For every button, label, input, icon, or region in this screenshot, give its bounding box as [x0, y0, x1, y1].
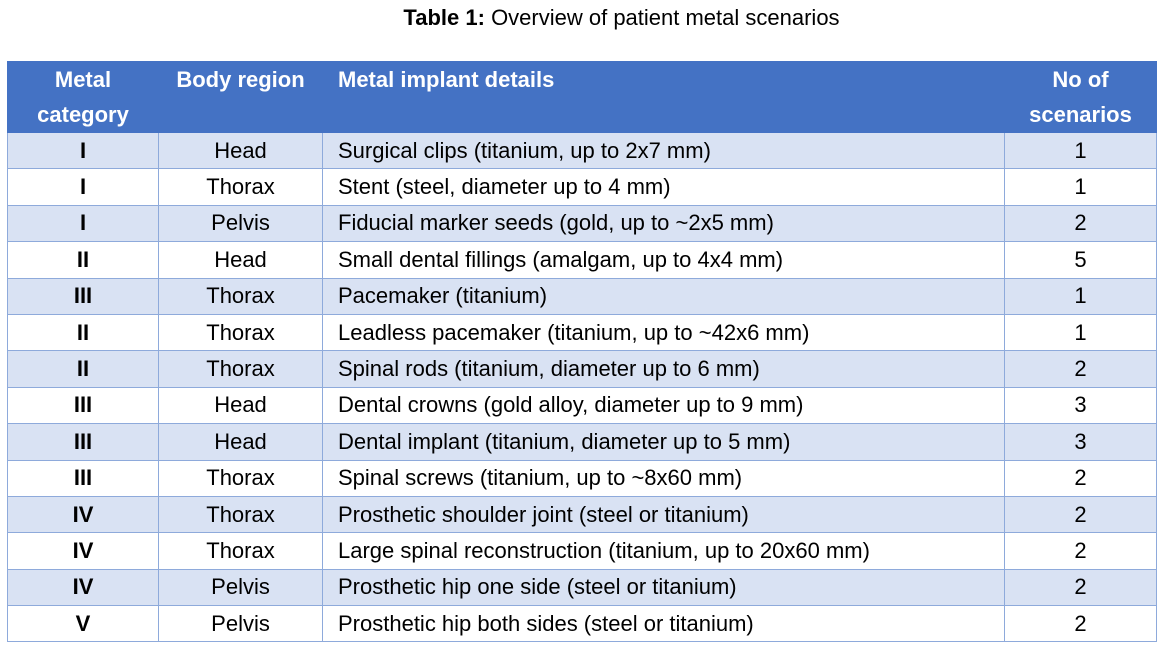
table-row: II Head Small dental fillings (amalgam, up… — [7, 241, 1157, 279]
cell-metal-category: III — [7, 423, 159, 461]
cell-body-region: Pelvis — [158, 568, 323, 607]
cell-scenario-count: 2 — [1004, 495, 1157, 534]
table-row: I Pelvis Fiducial marker seeds (gold, up t… — [7, 204, 1157, 243]
cell-scenario-count: 2 — [1004, 459, 1157, 497]
header-row: Metal category Body region Metal implant… — [7, 61, 1157, 133]
cell-metal-category: III — [7, 386, 159, 425]
cell-body-region: Head — [158, 131, 323, 170]
cell-body-region: Thorax — [158, 495, 323, 534]
table-row: IV Thorax Large spinal reconstruction (tit… — [7, 532, 1157, 570]
cell-metal-category: I — [7, 168, 159, 206]
cell-metal-category: I — [7, 204, 159, 243]
cell-metal-category: IV — [7, 568, 159, 607]
cell-implant-details: Prosthetic hip both sides (steel or tita… — [322, 605, 1005, 643]
cell-implant-details: Pacemaker (titanium) — [322, 277, 1005, 315]
caption-text: Overview of patient metal scenarios — [491, 5, 840, 30]
cell-implant-details: Leadless pacemaker (titanium, up to ~42x… — [322, 313, 1005, 352]
cell-scenario-count: 1 — [1004, 168, 1157, 206]
cell-metal-category: II — [7, 350, 159, 388]
table-header: Metal category Body region Metal implant… — [7, 61, 1157, 133]
cell-metal-category: II — [7, 313, 159, 352]
cell-metal-category: IV — [7, 495, 159, 534]
cell-scenario-count: 2 — [1004, 568, 1157, 607]
table-row: II Thorax Leadless pacemaker (titanium, up… — [7, 313, 1157, 352]
table-body: I Head Surgical clips (titanium, up to 2x7… — [7, 131, 1157, 643]
cell-implant-details: Prosthetic hip one side (steel or titani… — [322, 568, 1005, 607]
table-row: III Thorax Pacemaker (titanium) 1 — [7, 277, 1157, 315]
cell-scenario-count: 1 — [1004, 277, 1157, 315]
table-row: II Thorax Spinal rods (titanium, diameter … — [7, 350, 1157, 388]
header-body-region: Body region — [158, 61, 323, 133]
cell-body-region: Head — [158, 386, 323, 425]
caption-label: Table 1: — [403, 5, 485, 30]
cell-body-region: Thorax — [158, 350, 323, 388]
cell-body-region: Thorax — [158, 459, 323, 497]
cell-body-region: Thorax — [158, 532, 323, 570]
cell-scenario-count: 2 — [1004, 204, 1157, 243]
cell-metal-category: III — [7, 277, 159, 315]
cell-scenario-count: 2 — [1004, 350, 1157, 388]
cell-implant-details: Dental implant (titanium, diameter up to… — [322, 423, 1005, 461]
cell-body-region: Thorax — [158, 168, 323, 206]
cell-body-region: Pelvis — [158, 605, 323, 643]
cell-scenario-count: 1 — [1004, 131, 1157, 170]
cell-metal-category: II — [7, 241, 159, 279]
cell-metal-category: III — [7, 459, 159, 497]
table-row: I Head Surgical clips (titanium, up to 2x7… — [7, 131, 1157, 170]
cell-body-region: Pelvis — [158, 204, 323, 243]
cell-scenario-count: 1 — [1004, 313, 1157, 352]
cell-body-region: Thorax — [158, 277, 323, 315]
header-scenario-count: No of scenarios — [1004, 61, 1157, 133]
header-implant-details: Metal implant details — [322, 61, 1005, 133]
cell-metal-category: I — [7, 131, 159, 170]
cell-implant-details: Dental crowns (gold alloy, diameter up t… — [322, 386, 1005, 425]
cell-body-region: Head — [158, 241, 323, 279]
cell-scenario-count: 3 — [1004, 386, 1157, 425]
table-row: I Thorax Stent (steel, diameter up to 4 mm… — [7, 168, 1157, 206]
cell-implant-details: Small dental fillings (amalgam, up to 4x… — [322, 241, 1005, 279]
table-row: IV Pelvis Prosthetic hip one side (steel o… — [7, 568, 1157, 607]
cell-scenario-count: 3 — [1004, 423, 1157, 461]
cell-implant-details: Prosthetic shoulder joint (steel or tita… — [322, 495, 1005, 534]
cell-body-region: Thorax — [158, 313, 323, 352]
header-metal-category: Metal category — [7, 61, 159, 133]
cell-implant-details: Spinal rods (titanium, diameter up to 6 … — [322, 350, 1005, 388]
cell-implant-details: Surgical clips (titanium, up to 2x7 mm) — [322, 131, 1005, 170]
cell-implant-details: Large spinal reconstruction (titanium, u… — [322, 532, 1005, 570]
metal-scenarios-table: Metal category Body region Metal implant… — [7, 61, 1157, 643]
table-row: V Pelvis Prosthetic hip both sides (steel … — [7, 605, 1157, 643]
table-row: III Head Dental crowns (gold alloy, diamet… — [7, 386, 1157, 425]
cell-implant-details: Stent (steel, diameter up to 4 mm) — [322, 168, 1005, 206]
table-row: IV Thorax Prosthetic shoulder joint (steel… — [7, 495, 1157, 534]
table-row: III Head Dental implant (titanium, diamete… — [7, 423, 1157, 461]
table-caption: Table 1: Overview of patient metal scena… — [0, 4, 1163, 32]
cell-scenario-count: 5 — [1004, 241, 1157, 279]
cell-implant-details: Fiducial marker seeds (gold, up to ~2x5 … — [322, 204, 1005, 243]
cell-scenario-count: 2 — [1004, 532, 1157, 570]
cell-implant-details: Spinal screws (titanium, up to ~8x60 mm) — [322, 459, 1005, 497]
table-row: III Thorax Spinal screws (titanium, up to … — [7, 459, 1157, 497]
cell-scenario-count: 2 — [1004, 605, 1157, 643]
cell-metal-category: V — [7, 605, 159, 643]
cell-body-region: Head — [158, 423, 323, 461]
cell-metal-category: IV — [7, 532, 159, 570]
